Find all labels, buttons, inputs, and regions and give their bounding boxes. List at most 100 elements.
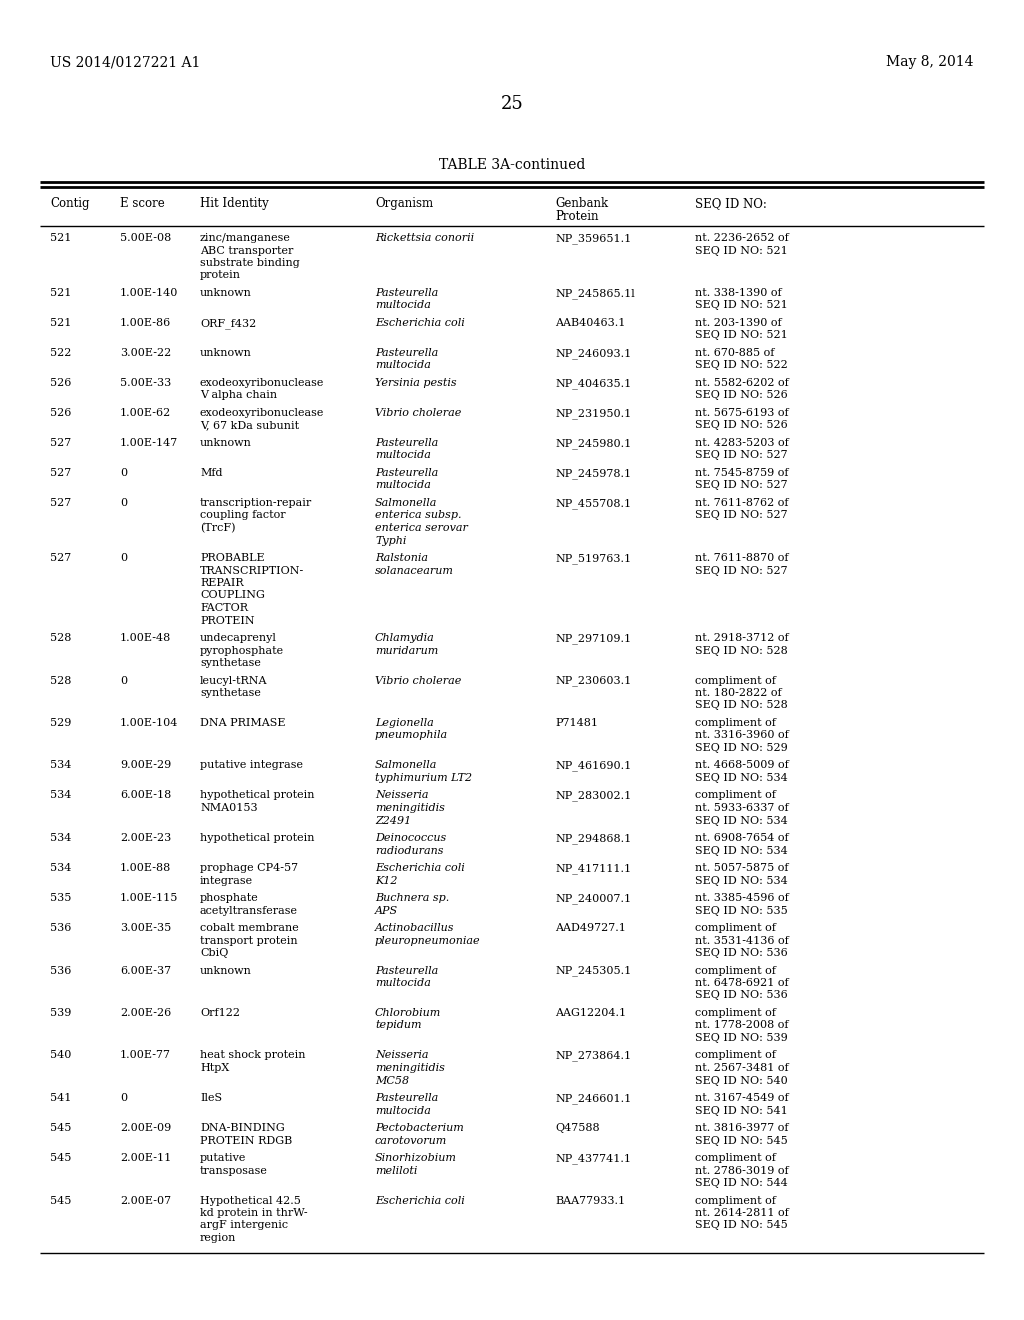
Text: SEQ ID NO: 545: SEQ ID NO: 545 bbox=[695, 1221, 787, 1230]
Text: multocida: multocida bbox=[375, 978, 431, 987]
Text: 1.00E-62: 1.00E-62 bbox=[120, 408, 171, 418]
Text: compliment of: compliment of bbox=[695, 923, 776, 933]
Text: nt. 7545-8759 of: nt. 7545-8759 of bbox=[695, 469, 788, 478]
Text: pleuropneumoniae: pleuropneumoniae bbox=[375, 936, 480, 945]
Text: SEQ ID NO: 534: SEQ ID NO: 534 bbox=[695, 875, 787, 886]
Text: NP_245865.1l: NP_245865.1l bbox=[555, 288, 635, 298]
Text: nt. 4668-5009 of: nt. 4668-5009 of bbox=[695, 760, 788, 771]
Text: 1.00E-88: 1.00E-88 bbox=[120, 863, 171, 873]
Text: acetyltransferase: acetyltransferase bbox=[200, 906, 298, 916]
Text: exodeoxyribonuclease: exodeoxyribonuclease bbox=[200, 378, 325, 388]
Text: 1.00E-48: 1.00E-48 bbox=[120, 634, 171, 643]
Text: SEQ ID NO: 527: SEQ ID NO: 527 bbox=[695, 450, 787, 461]
Text: SEQ ID NO: 540: SEQ ID NO: 540 bbox=[695, 1076, 787, 1085]
Text: nt. 670-885 of: nt. 670-885 of bbox=[695, 348, 774, 358]
Text: 521: 521 bbox=[50, 288, 72, 298]
Text: 534: 534 bbox=[50, 863, 72, 873]
Text: nt. 2786-3019 of: nt. 2786-3019 of bbox=[695, 1166, 788, 1176]
Text: Protein: Protein bbox=[555, 210, 598, 223]
Text: 2.00E-11: 2.00E-11 bbox=[120, 1152, 171, 1163]
Text: NP_519763.1: NP_519763.1 bbox=[555, 553, 631, 564]
Text: nt. 6478-6921 of: nt. 6478-6921 of bbox=[695, 978, 788, 987]
Text: Z2491: Z2491 bbox=[375, 816, 412, 825]
Text: AAD49727.1: AAD49727.1 bbox=[555, 923, 626, 933]
Text: SEQ ID NO: 521: SEQ ID NO: 521 bbox=[695, 301, 787, 310]
Text: nt. 3316-3960 of: nt. 3316-3960 of bbox=[695, 730, 788, 741]
Text: nt. 5675-6193 of: nt. 5675-6193 of bbox=[695, 408, 788, 418]
Text: multocida: multocida bbox=[375, 360, 431, 371]
Text: APS: APS bbox=[375, 906, 398, 916]
Text: compliment of: compliment of bbox=[695, 1051, 776, 1060]
Text: SEQ ID NO: 534: SEQ ID NO: 534 bbox=[695, 816, 787, 825]
Text: NP_245980.1: NP_245980.1 bbox=[555, 438, 631, 449]
Text: nt. 203-1390 of: nt. 203-1390 of bbox=[695, 318, 781, 327]
Text: US 2014/0127221 A1: US 2014/0127221 A1 bbox=[50, 55, 201, 69]
Text: NP_245305.1: NP_245305.1 bbox=[555, 965, 631, 977]
Text: PROBABLE: PROBABLE bbox=[200, 553, 264, 564]
Text: (TrcF): (TrcF) bbox=[200, 523, 236, 533]
Text: SEQ ID NO: 545: SEQ ID NO: 545 bbox=[695, 1135, 787, 1146]
Text: 522: 522 bbox=[50, 348, 72, 358]
Text: nt. 2236-2652 of: nt. 2236-2652 of bbox=[695, 234, 788, 243]
Text: Neisseria: Neisseria bbox=[375, 1051, 428, 1060]
Text: DNA-BINDING: DNA-BINDING bbox=[200, 1123, 285, 1133]
Text: Chlamydia: Chlamydia bbox=[375, 634, 435, 643]
Text: nt. 7611-8870 of: nt. 7611-8870 of bbox=[695, 553, 788, 564]
Text: compliment of: compliment of bbox=[695, 1152, 776, 1163]
Text: Contig: Contig bbox=[50, 197, 89, 210]
Text: 6.00E-37: 6.00E-37 bbox=[120, 965, 171, 975]
Text: SEQ ID NO: 527: SEQ ID NO: 527 bbox=[695, 565, 787, 576]
Text: Mfd: Mfd bbox=[200, 469, 222, 478]
Text: 534: 534 bbox=[50, 791, 72, 800]
Text: 1.00E-115: 1.00E-115 bbox=[120, 894, 178, 903]
Text: 528: 528 bbox=[50, 676, 72, 685]
Text: multocida: multocida bbox=[375, 450, 431, 461]
Text: SEQ ID NO: 521: SEQ ID NO: 521 bbox=[695, 330, 787, 341]
Text: DNA PRIMASE: DNA PRIMASE bbox=[200, 718, 286, 729]
Text: Genbank: Genbank bbox=[555, 197, 608, 210]
Text: SEQ ID NO: 534: SEQ ID NO: 534 bbox=[695, 846, 787, 855]
Text: 0: 0 bbox=[120, 1093, 127, 1104]
Text: 527: 527 bbox=[50, 498, 72, 508]
Text: 1.00E-140: 1.00E-140 bbox=[120, 288, 178, 298]
Text: solanacearum: solanacearum bbox=[375, 565, 454, 576]
Text: NP_417111.1: NP_417111.1 bbox=[555, 863, 631, 874]
Text: 539: 539 bbox=[50, 1008, 72, 1018]
Text: TRANSCRIPTION-: TRANSCRIPTION- bbox=[200, 565, 304, 576]
Text: NP_273864.1: NP_273864.1 bbox=[555, 1051, 631, 1061]
Text: SEQ ID NO: 522: SEQ ID NO: 522 bbox=[695, 360, 787, 371]
Text: SEQ ID NO: 528: SEQ ID NO: 528 bbox=[695, 645, 787, 656]
Text: Deinococcus: Deinococcus bbox=[375, 833, 446, 843]
Text: CbiQ: CbiQ bbox=[200, 948, 228, 958]
Text: enterica subsp.: enterica subsp. bbox=[375, 511, 462, 520]
Text: multocida: multocida bbox=[375, 1106, 431, 1115]
Text: SEQ ID NO: 534: SEQ ID NO: 534 bbox=[695, 774, 787, 783]
Text: substrate binding: substrate binding bbox=[200, 257, 300, 268]
Text: radiodurans: radiodurans bbox=[375, 846, 443, 855]
Text: compliment of: compliment of bbox=[695, 718, 776, 729]
Text: compliment of: compliment of bbox=[695, 1196, 776, 1205]
Text: undecaprenyl: undecaprenyl bbox=[200, 634, 276, 643]
Text: 527: 527 bbox=[50, 438, 72, 447]
Text: nt. 3531-4136 of: nt. 3531-4136 of bbox=[695, 936, 788, 945]
Text: NP_294868.1: NP_294868.1 bbox=[555, 833, 631, 843]
Text: 521: 521 bbox=[50, 318, 72, 327]
Text: multocida: multocida bbox=[375, 301, 431, 310]
Text: 0: 0 bbox=[120, 469, 127, 478]
Text: compliment of: compliment of bbox=[695, 965, 776, 975]
Text: Salmonella: Salmonella bbox=[375, 760, 437, 771]
Text: zinc/manganese: zinc/manganese bbox=[200, 234, 291, 243]
Text: tepidum: tepidum bbox=[375, 1020, 422, 1031]
Text: region: region bbox=[200, 1233, 237, 1243]
Text: Pasteurella: Pasteurella bbox=[375, 438, 438, 447]
Text: 536: 536 bbox=[50, 923, 72, 933]
Text: COUPLING: COUPLING bbox=[200, 590, 265, 601]
Text: Typhi: Typhi bbox=[375, 536, 407, 545]
Text: Pasteurella: Pasteurella bbox=[375, 965, 438, 975]
Text: 1.00E-147: 1.00E-147 bbox=[120, 438, 178, 447]
Text: NP_297109.1: NP_297109.1 bbox=[555, 634, 631, 644]
Text: nt. 2567-3481 of: nt. 2567-3481 of bbox=[695, 1063, 788, 1073]
Text: argF intergenic: argF intergenic bbox=[200, 1221, 288, 1230]
Text: 1.00E-104: 1.00E-104 bbox=[120, 718, 178, 729]
Text: SEQ ID NO: 541: SEQ ID NO: 541 bbox=[695, 1106, 787, 1115]
